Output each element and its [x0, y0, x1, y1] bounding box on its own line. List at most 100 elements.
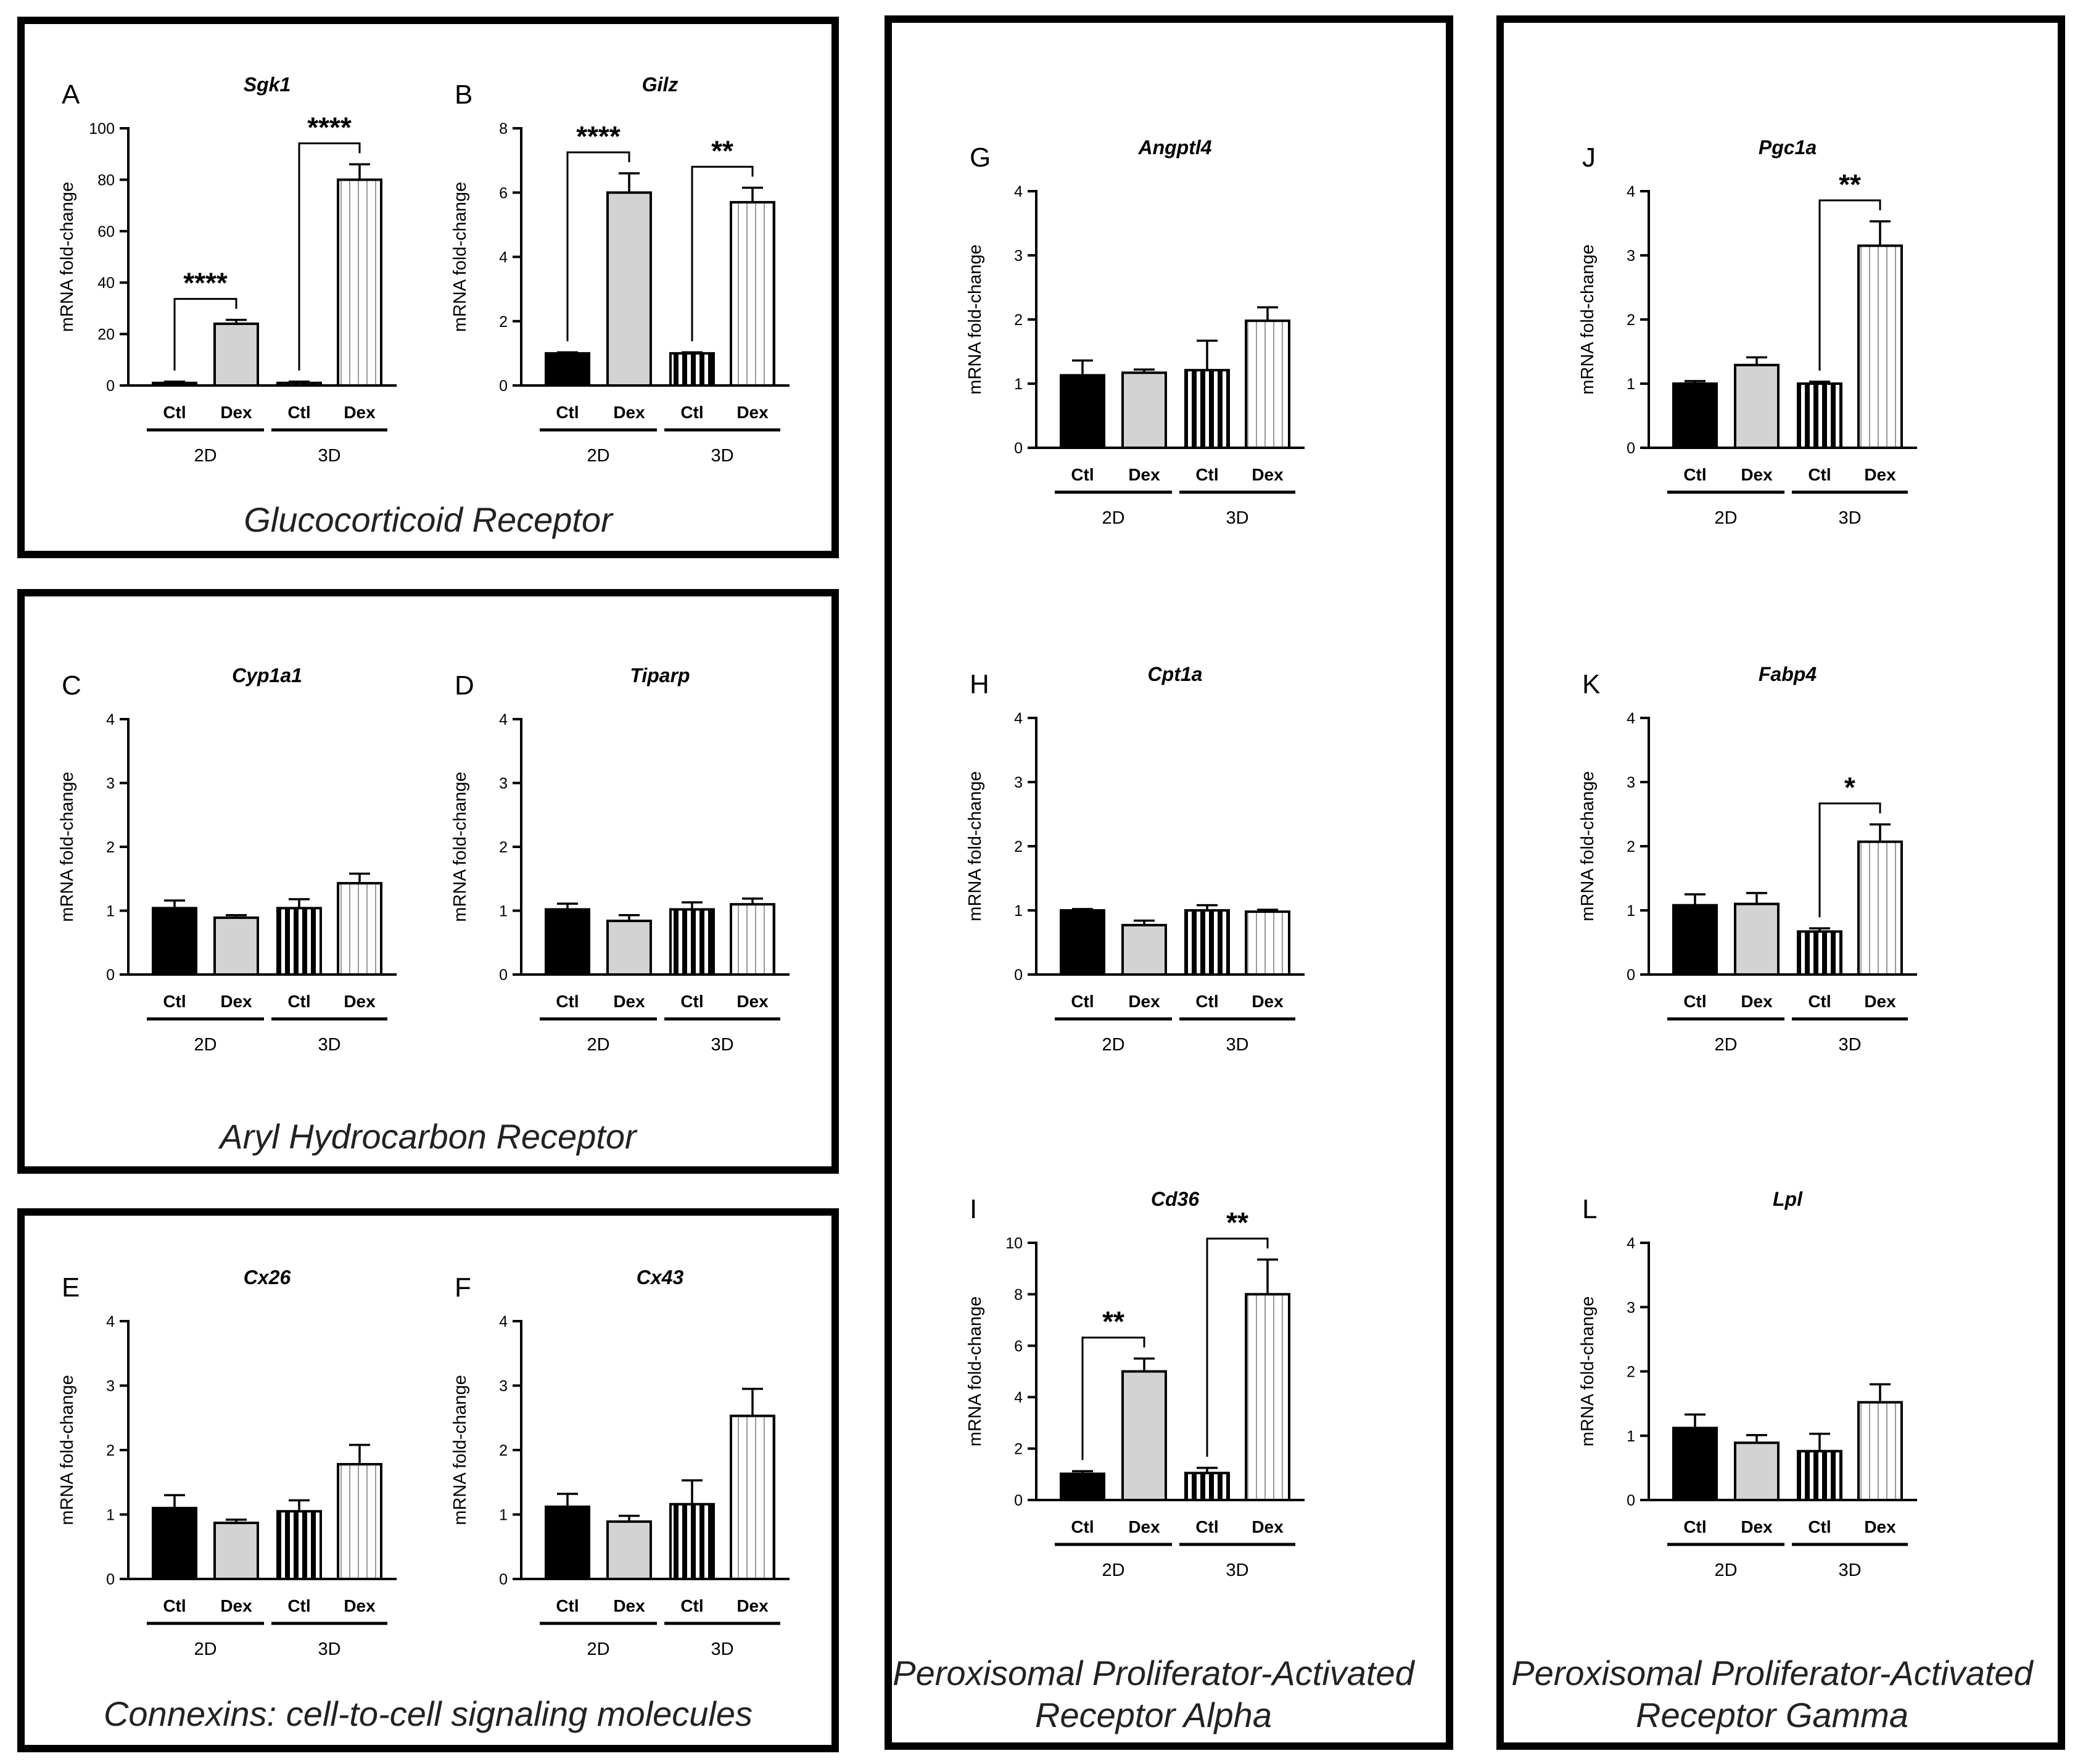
group-label-f-0: 2D [587, 1639, 609, 1659]
panel-d: D Tiparp 0 1 2 3 4 mRNA fold-change Ctl Dex Ctl Dex… [450, 664, 790, 1055]
chart-title-d: Tiparp [630, 664, 690, 686]
y-tick-label-l: 1 [1627, 1428, 1635, 1445]
y-axis-label-i: mRNA fold-change [965, 1296, 985, 1446]
bar-i-1 [1121, 1370, 1167, 1501]
x-tick-label-f-3: Dex [736, 1596, 769, 1615]
chart-title-l: Lpl [1773, 1188, 1803, 1210]
y-tick-label-i: 2 [1014, 1441, 1023, 1458]
y-tick-label-a: 100 [89, 120, 115, 138]
x-tick-label-b-1: Dex [613, 403, 645, 422]
y-tick-label-h: 1 [1014, 902, 1023, 920]
bar-k-1 [1734, 902, 1780, 976]
chart-title-g: Angptl4 [1137, 136, 1211, 159]
bar-h-2 [1184, 909, 1230, 976]
bar-d-0 [545, 908, 590, 976]
group-label-l-1: 3D [1838, 1560, 1861, 1580]
y-tick-label-k: 2 [1627, 838, 1635, 855]
significance-bracket-i-1 [1206, 1237, 1269, 1457]
y-tick-label-h: 3 [1014, 774, 1023, 791]
bar-k-2 [1797, 930, 1842, 976]
panel-f: F Cx43 0 1 2 3 4 mRNA fold-change Ctl Dex Ctl Dex 2D… [450, 1266, 790, 1659]
x-tick-label-h-0: Ctl [1071, 992, 1094, 1011]
chart-title-i: Cd36 [1151, 1188, 1199, 1210]
x-tick-label-g-1: Dex [1128, 465, 1160, 484]
significance-label-a-1: **** [307, 111, 352, 143]
bar-i-0 [1060, 1472, 1105, 1502]
bar-l-2 [1797, 1449, 1842, 1502]
group-label-f-1: 3D [711, 1639, 733, 1659]
y-tick-label-e: 1 [106, 1507, 115, 1524]
group-label-k-0: 2D [1714, 1035, 1737, 1055]
y-tick-label-f: 3 [499, 1378, 508, 1395]
y-tick-label-h: 2 [1014, 838, 1023, 855]
panel-b: B Gilz 0 2 4 6 8 mRNA fold-change Ctl Dex Ctl Dex 2D… [450, 73, 790, 466]
group-label-g-1: 3D [1226, 508, 1248, 528]
significance-bracket-a-1 [298, 142, 361, 371]
y-tick-label-i: 4 [1014, 1389, 1023, 1406]
bar-c-2 [276, 907, 322, 976]
group-label-b-0: 2D [587, 446, 609, 466]
bar-g-1 [1121, 371, 1167, 450]
bar-a-1 [213, 322, 259, 387]
panel-letter-f: F [455, 1272, 471, 1303]
bar-e-2 [276, 1510, 322, 1580]
y-tick-label-j: 1 [1627, 376, 1635, 393]
x-tick-label-i-2: Ctl [1195, 1517, 1218, 1536]
bar-d-1 [606, 920, 652, 976]
x-tick-label-d-2: Ctl [680, 992, 703, 1011]
bar-f-1 [606, 1520, 652, 1581]
y-axis-label-c: mRNA fold-change [57, 772, 77, 921]
y-axis-label-b: mRNA fold-change [450, 182, 470, 332]
panel-g: G Angptl4 0 1 2 3 4 mRNA fold-change Ctl Dex Ctl De… [965, 136, 1305, 528]
significance-bracket-k-0 [1818, 802, 1881, 918]
x-tick-label-b-0: Ctl [556, 403, 579, 422]
x-tick-label-d-3: Dex [736, 992, 769, 1011]
bar-g-2 [1184, 369, 1230, 449]
bar-a-0 [152, 381, 197, 387]
bar-j-1 [1734, 363, 1780, 450]
y-tick-label-j: 0 [1627, 440, 1635, 457]
box-aryl-hydrocarbon [17, 589, 839, 1174]
chart-title-b: Gilz [642, 73, 679, 96]
x-tick-label-j-1: Dex [1741, 465, 1773, 484]
x-tick-label-a-3: Dex [344, 403, 376, 422]
x-tick-label-f-2: Ctl [680, 1596, 703, 1615]
bar-i-2 [1184, 1472, 1230, 1502]
x-tick-label-l-1: Dex [1741, 1517, 1773, 1536]
bar-f-2 [669, 1502, 715, 1581]
panel-letter-h: H [970, 669, 989, 699]
y-axis-label-f: mRNA fold-change [450, 1375, 470, 1525]
caption-ppar-gamma-line2: Receptor Gamma [1636, 1696, 1908, 1734]
panel-e: E Cx26 0 1 2 3 4 mRNA fold-change Ctl Dex Ctl Dex 2D… [57, 1266, 397, 1659]
y-tick-label-h: 4 [1014, 710, 1023, 727]
panel-letter-a: A [62, 80, 80, 110]
y-tick-label-g: 3 [1014, 247, 1023, 265]
y-tick-label-c: 3 [106, 775, 115, 793]
bar-a-3 [337, 178, 382, 387]
x-tick-label-g-2: Ctl [1195, 465, 1218, 484]
y-tick-label-d: 1 [499, 903, 508, 920]
y-tick-label-c: 1 [106, 903, 115, 920]
y-tick-label-e: 2 [106, 1442, 115, 1459]
y-axis-label-e: mRNA fold-change [57, 1375, 77, 1525]
y-axis-label-a: mRNA fold-change [57, 182, 77, 332]
y-axis-label-j: mRNA fold-change [1578, 244, 1598, 394]
panel-letter-d: D [455, 670, 474, 701]
x-tick-label-c-2: Ctl [287, 992, 310, 1011]
group-label-j-0: 2D [1714, 508, 1737, 528]
bar-i-3 [1245, 1293, 1290, 1501]
panel-j: J Pgc1a 0 1 2 3 4 mRNA fold-change Ctl Dex Ctl Dex 2… [1578, 136, 1917, 528]
significance-bracket-j-0 [1818, 199, 1881, 371]
chart-title-h: Cpt1a [1148, 663, 1203, 685]
bar-g-3 [1245, 319, 1290, 450]
significance-label-k-0: * [1844, 772, 1855, 804]
y-tick-label-k: 1 [1627, 902, 1635, 920]
significance-label-i-1: ** [1226, 1206, 1248, 1239]
x-tick-label-g-0: Ctl [1071, 465, 1094, 484]
chart-title-c: Cyp1a1 [232, 664, 302, 686]
y-tick-label-c: 2 [106, 839, 115, 856]
x-tick-label-e-2: Ctl [287, 1596, 310, 1615]
panel-letter-k: K [1582, 669, 1600, 699]
bar-b-2 [669, 352, 715, 387]
